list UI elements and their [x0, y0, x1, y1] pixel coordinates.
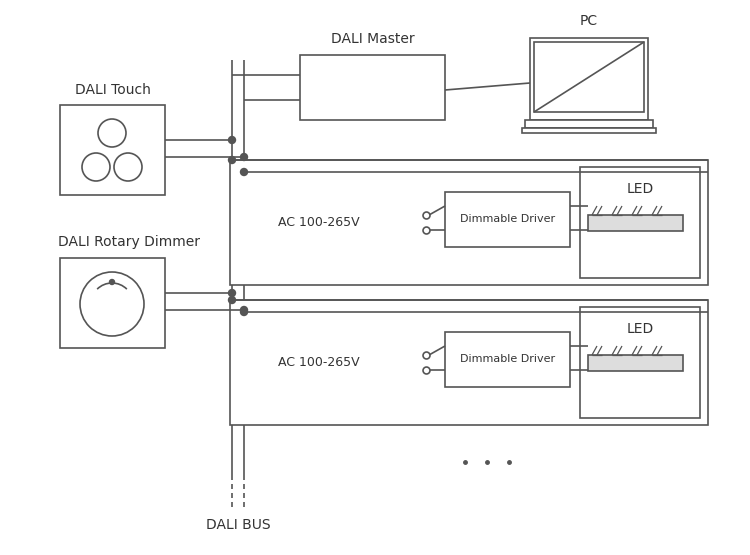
Bar	[588, 355, 683, 371]
Text: LED: LED	[626, 322, 653, 336]
Bar	[530, 38, 648, 120]
Circle shape	[241, 169, 248, 175]
Bar	[534, 42, 644, 112]
Circle shape	[110, 280, 115, 285]
Circle shape	[82, 153, 110, 181]
Bar	[230, 300, 708, 425]
Text: DALI Master: DALI Master	[331, 32, 414, 46]
Text: PC: PC	[580, 14, 598, 28]
Bar	[445, 332, 570, 387]
Circle shape	[241, 309, 248, 315]
Bar	[580, 307, 700, 418]
Text: LED: LED	[626, 182, 653, 196]
Bar	[580, 167, 700, 278]
Circle shape	[241, 306, 248, 314]
Bar	[445, 192, 570, 247]
Text: Dimmable Driver: Dimmable Driver	[460, 355, 555, 365]
Circle shape	[80, 272, 144, 336]
Bar	[60, 105, 165, 195]
Text: DALI Touch: DALI Touch	[74, 83, 151, 97]
Bar	[525, 120, 653, 128]
Text: DALI Rotary Dimmer: DALI Rotary Dimmer	[58, 235, 200, 249]
Text: AC 100-265V: AC 100-265V	[278, 216, 360, 230]
Bar	[588, 215, 683, 231]
Circle shape	[241, 154, 248, 160]
Circle shape	[98, 119, 126, 147]
Circle shape	[229, 137, 236, 144]
Text: Dimmable Driver: Dimmable Driver	[460, 214, 555, 225]
Bar	[60, 258, 165, 348]
Bar	[300, 55, 445, 120]
Circle shape	[114, 153, 142, 181]
Text: DALI BUS: DALI BUS	[206, 518, 270, 532]
Bar	[230, 160, 708, 285]
Bar	[522, 128, 656, 133]
Text: AC 100-265V: AC 100-265V	[278, 356, 360, 370]
Circle shape	[229, 296, 236, 304]
Circle shape	[229, 157, 236, 164]
Circle shape	[229, 290, 236, 296]
